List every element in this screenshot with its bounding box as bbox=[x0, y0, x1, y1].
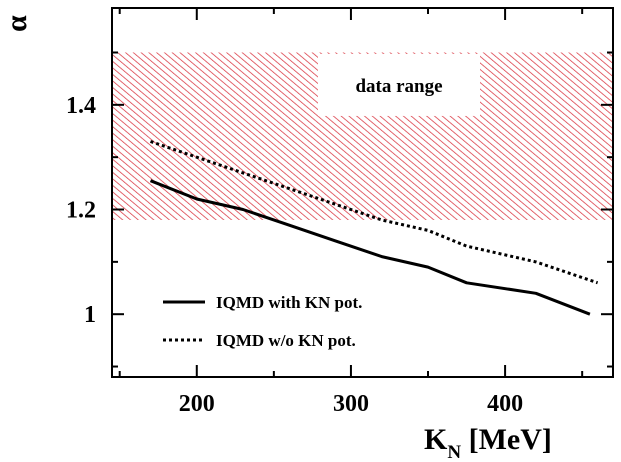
series-group bbox=[149, 140, 599, 316]
legend: IQMD with KN pot. IQMD w/o KN pot. bbox=[163, 293, 362, 350]
data-range-label: data range bbox=[355, 76, 442, 97]
series-line-1 bbox=[150, 140, 599, 285]
x-tick-label: 400 bbox=[487, 391, 523, 417]
data-range-band-group: data range bbox=[113, 52, 612, 220]
y-tick-label: 1.4 bbox=[66, 93, 96, 119]
legend-label-without-kn: IQMD w/o KN pot. bbox=[216, 331, 356, 350]
x-tick-label: 300 bbox=[333, 391, 369, 417]
x-axis-title-symbol: K bbox=[424, 423, 448, 456]
data-range-label-box bbox=[318, 53, 480, 116]
x-tick-label: 200 bbox=[179, 391, 215, 417]
plot-frame bbox=[111, 7, 614, 378]
x-axis-title-subscript: N bbox=[447, 442, 461, 462]
y-axis-title: α bbox=[0, 15, 33, 32]
x-axis-title-unit: [MeV] bbox=[461, 423, 552, 456]
series-line-0 bbox=[149, 179, 591, 316]
legend-label-with-kn: IQMD with KN pot. bbox=[216, 293, 362, 312]
y-axis: 1 1.2 1.4 bbox=[66, 51, 613, 368]
x-axis: 200 300 400 bbox=[118, 8, 584, 417]
y-tick-label: 1.2 bbox=[66, 198, 96, 224]
x-axis-title: KN [MeV] bbox=[424, 423, 552, 462]
y-tick-label: 1 bbox=[84, 302, 96, 328]
